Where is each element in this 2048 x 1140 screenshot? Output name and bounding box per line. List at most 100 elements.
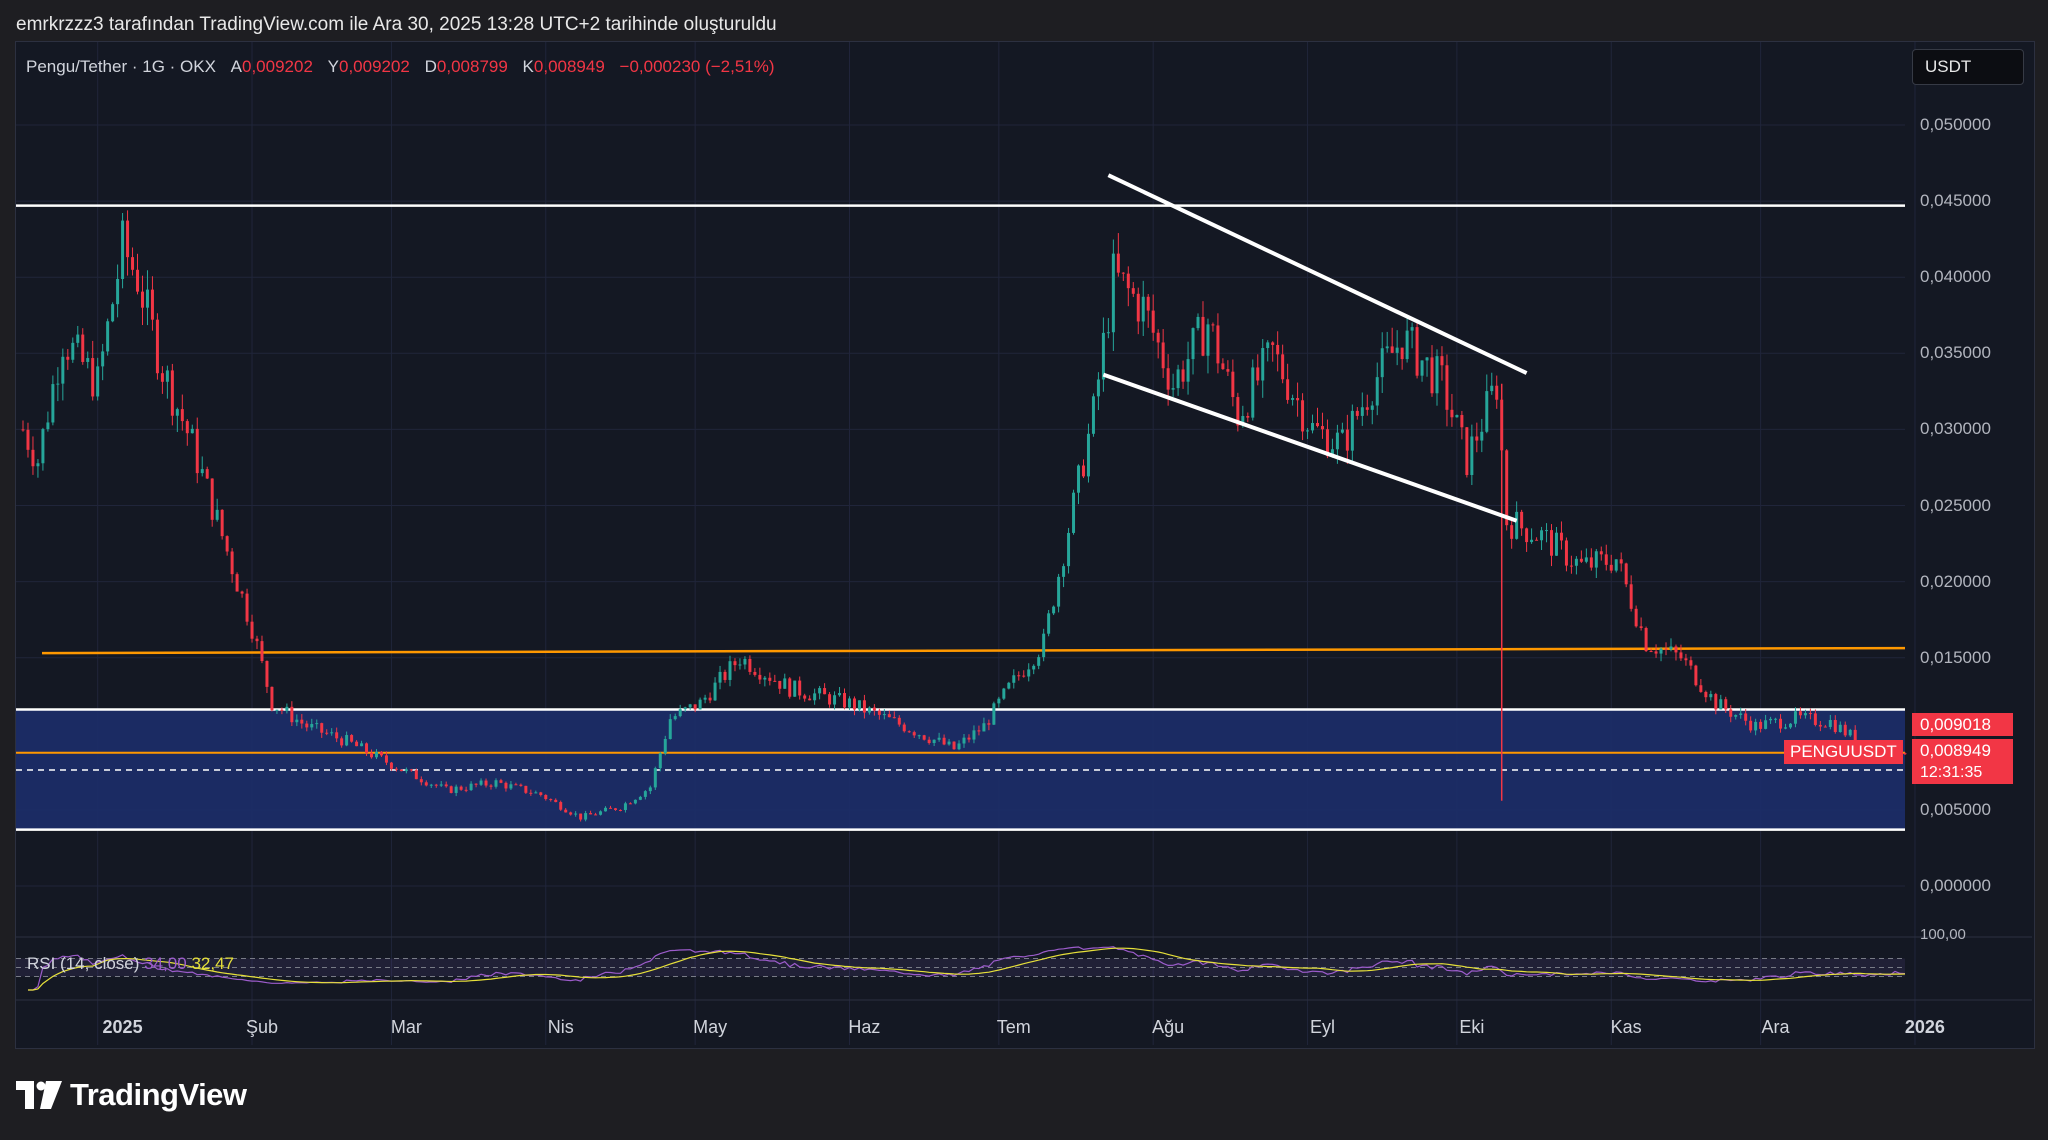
candle-body bbox=[1659, 648, 1663, 654]
candle-body bbox=[1704, 691, 1708, 698]
candle-body bbox=[180, 409, 184, 422]
price-tick-label: 0,050000 bbox=[1920, 115, 1991, 134]
candle-body bbox=[1754, 721, 1758, 731]
candle-body bbox=[370, 752, 374, 758]
candle-body bbox=[638, 796, 642, 800]
currency-button[interactable]: USDT bbox=[1912, 49, 2024, 85]
price-tick-label: 0,030000 bbox=[1920, 419, 1991, 439]
candle-body bbox=[1550, 530, 1553, 556]
candle-body bbox=[1151, 310, 1155, 333]
candle-body bbox=[225, 536, 229, 552]
candle-body bbox=[1470, 436, 1474, 476]
candle-body bbox=[1430, 357, 1434, 394]
candle-body bbox=[823, 688, 827, 695]
rsi-scale-label: 100,00 bbox=[1920, 926, 1966, 943]
candle-body bbox=[1440, 356, 1444, 366]
candle-body bbox=[1774, 718, 1778, 720]
candle-body bbox=[1405, 330, 1409, 360]
candle-body bbox=[1594, 551, 1598, 568]
candle-body bbox=[1813, 713, 1817, 725]
rsi-pane bbox=[16, 936, 2032, 1001]
candle-body bbox=[1853, 729, 1857, 744]
candle-body bbox=[165, 370, 169, 382]
candle-body bbox=[1510, 525, 1514, 539]
candle-body bbox=[305, 723, 309, 728]
candle-body bbox=[1395, 347, 1399, 353]
candle-body bbox=[1077, 465, 1081, 493]
candle-body bbox=[61, 356, 65, 384]
candle-body bbox=[1724, 699, 1728, 710]
candle-body bbox=[375, 751, 378, 758]
candle-body bbox=[613, 808, 617, 810]
candle-body bbox=[618, 809, 622, 811]
candle-body bbox=[419, 779, 423, 783]
candle-body bbox=[1141, 296, 1145, 322]
price-tick-label: 0,005000 bbox=[1920, 799, 1991, 819]
tradingview-logo-icon bbox=[16, 1081, 62, 1109]
candle-body bbox=[1614, 559, 1618, 571]
tradingview-logo[interactable]: TradingView bbox=[16, 1077, 247, 1113]
candle-body bbox=[1251, 367, 1255, 418]
candle-body bbox=[230, 551, 234, 575]
time-tick-label: May bbox=[693, 1017, 728, 1037]
candle-body bbox=[1779, 718, 1783, 729]
candle-body bbox=[828, 694, 832, 705]
candle-body bbox=[1744, 713, 1748, 721]
candle-body bbox=[489, 785, 493, 787]
candle-body bbox=[1475, 436, 1479, 441]
candle-body bbox=[145, 289, 149, 308]
change-value: −0,000230 (−2,51%) bbox=[619, 57, 775, 76]
candle-body bbox=[474, 783, 478, 785]
price-tick-label: 0,020000 bbox=[1920, 571, 1991, 591]
candle-body bbox=[1729, 709, 1733, 717]
price-tick-label: 0,000000 bbox=[1920, 876, 1991, 895]
candle-body bbox=[549, 799, 553, 801]
candle-body bbox=[280, 709, 284, 711]
price-tick-label: 0,045000 bbox=[1920, 191, 1991, 211]
candle-body bbox=[1485, 391, 1489, 432]
candle-body bbox=[1435, 356, 1439, 394]
price-tick-label: 0,025000 bbox=[1920, 495, 1991, 515]
candle-body bbox=[1355, 410, 1359, 416]
candle-body bbox=[633, 799, 637, 804]
candle-body bbox=[529, 792, 533, 794]
candle-body bbox=[71, 342, 75, 360]
chart-frame[interactable] bbox=[15, 41, 2035, 1049]
candle-body bbox=[1669, 646, 1673, 650]
candle-body bbox=[569, 812, 573, 815]
candle-body bbox=[902, 724, 906, 732]
candle-body bbox=[285, 706, 289, 711]
candle-body bbox=[101, 351, 105, 367]
candle-body bbox=[872, 707, 876, 711]
time-tick-label: Eyl bbox=[1309, 1017, 1335, 1037]
candle-body bbox=[1465, 427, 1469, 476]
candle-body bbox=[96, 366, 100, 397]
candle-body bbox=[758, 674, 762, 680]
range-zone bbox=[16, 709, 1905, 830]
candle-body bbox=[155, 319, 159, 374]
candle-body bbox=[952, 741, 956, 750]
candle-body bbox=[409, 769, 413, 771]
candle-body bbox=[340, 738, 344, 746]
candle-body bbox=[290, 706, 294, 723]
candle-body bbox=[1759, 721, 1763, 729]
candle-body bbox=[1101, 332, 1105, 380]
candle-body bbox=[813, 693, 817, 701]
candle-body bbox=[1121, 272, 1125, 274]
candle-body bbox=[892, 717, 896, 719]
candle-body bbox=[81, 334, 85, 362]
candle-body bbox=[1161, 342, 1165, 369]
candlestick-series bbox=[21, 210, 1907, 822]
candle-body bbox=[355, 741, 359, 747]
candle-body bbox=[255, 638, 259, 642]
candle-body bbox=[708, 697, 712, 701]
candle-body bbox=[698, 699, 702, 710]
candle-body bbox=[116, 278, 120, 305]
rsi-band bbox=[16, 958, 1905, 977]
candle-body bbox=[852, 698, 856, 710]
rsi-title: RSI (14, close) bbox=[27, 954, 140, 973]
candle-body bbox=[1032, 665, 1036, 670]
candle-body bbox=[793, 680, 797, 697]
candle-body bbox=[1241, 416, 1245, 426]
